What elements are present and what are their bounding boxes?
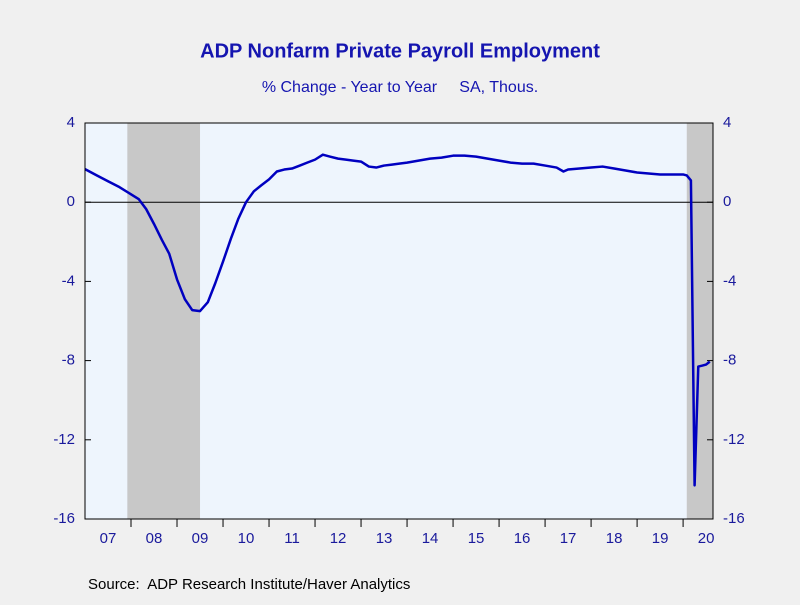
recession-shading	[127, 123, 201, 519]
y-tick-label: -16	[53, 510, 75, 527]
x-tick-label: 20	[698, 530, 715, 547]
y2-tick-label: 0	[723, 193, 731, 210]
x-tick-label: 10	[238, 530, 255, 547]
x-tick-label: 15	[468, 530, 485, 547]
x-tick-label: 11	[284, 530, 300, 547]
y-tick-label: -4	[62, 272, 75, 289]
data-line	[84, 153, 711, 487]
x-tick-label: 09	[192, 530, 209, 547]
plot-frame	[84, 122, 714, 520]
x-tick-label: 14	[422, 530, 439, 547]
x-tick-label: 19	[652, 530, 669, 547]
chart-title: ADP Nonfarm Private Payroll Employment	[200, 40, 600, 62]
y2-tick-label: -4	[723, 272, 736, 289]
y-tick-label: -12	[53, 431, 75, 448]
y2-tick-label: -8	[723, 352, 736, 369]
y-tick-label: -8	[62, 352, 75, 369]
x-tick-label: 17	[560, 530, 577, 547]
x-tick-label: 07	[100, 530, 117, 547]
x-tick-label: 18	[606, 530, 623, 547]
y2-tick-label: -16	[723, 510, 745, 527]
y-tick-label: 4	[67, 114, 75, 131]
y-tick-label: 0	[67, 193, 75, 210]
x-tick-label: 12	[330, 530, 347, 547]
y2-tick-label: -12	[723, 431, 745, 448]
source-note: Source: ADP Research Institute/Haver Ana…	[88, 576, 410, 593]
x-tick-label: 13	[376, 530, 393, 547]
chart-subtitle: % Change - Year to Year SA, Thous.	[262, 79, 538, 96]
x-tick-label: 16	[514, 530, 531, 547]
x-tick-label: 08	[146, 530, 163, 547]
y2-tick-label: 4	[723, 114, 731, 131]
